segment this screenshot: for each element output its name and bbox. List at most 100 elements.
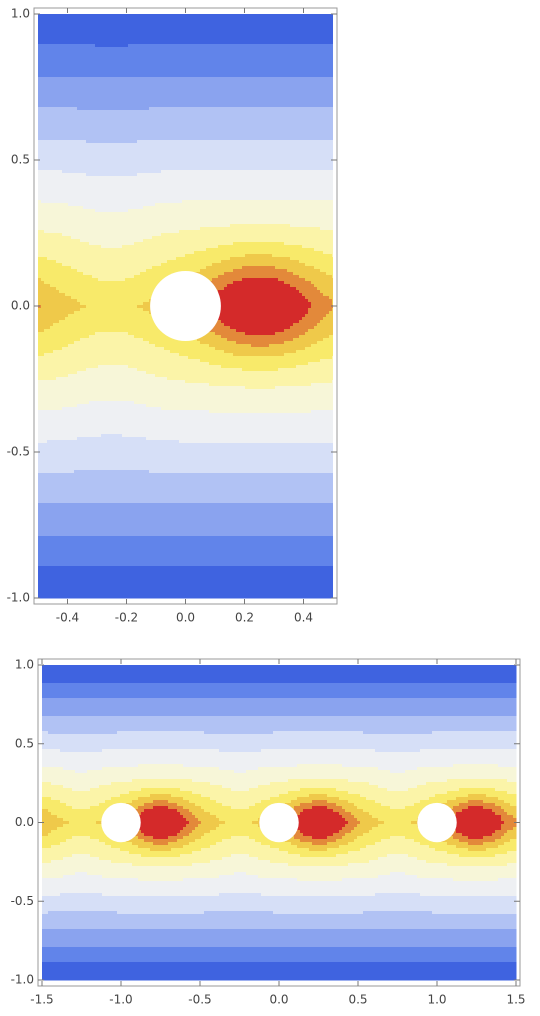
contour-band (38, 14, 333, 18)
contour-band (299, 275, 333, 279)
contour-band (42, 764, 139, 768)
contour-band (42, 689, 517, 693)
contour-band (38, 563, 333, 567)
contour-band (224, 323, 294, 327)
contour-band (111, 860, 211, 864)
contour-band (42, 761, 517, 765)
contour-band (38, 254, 186, 258)
contour-band (510, 839, 517, 843)
contour-band (38, 239, 81, 243)
contour-band (342, 827, 355, 831)
contour-band (323, 317, 333, 321)
contour-band (38, 557, 333, 561)
contour-band (38, 140, 87, 144)
contour-band (354, 839, 382, 843)
contour-band (417, 785, 517, 789)
contour-band (38, 20, 333, 24)
contour-band (86, 173, 138, 177)
contour-band (42, 815, 58, 819)
contour-band (38, 26, 333, 30)
contour-band (38, 257, 48, 261)
contour-band (212, 311, 309, 315)
contour-band (210, 845, 271, 849)
contour-band (369, 782, 427, 786)
contour-band (38, 110, 333, 114)
contour-band (216, 800, 262, 804)
contour-band (111, 845, 139, 849)
contour-band (42, 863, 133, 867)
contour-band (77, 107, 150, 111)
contour-band (219, 767, 259, 771)
contour-band (63, 857, 100, 861)
contour-band (138, 797, 184, 801)
contour-band (38, 482, 333, 486)
contour-band (42, 779, 133, 783)
contour-band (246, 872, 391, 876)
contour-band (300, 839, 337, 843)
contour-band (38, 398, 333, 402)
contour-band (62, 170, 162, 174)
contour-band (305, 314, 327, 318)
contour-band (414, 839, 442, 843)
contour-band (305, 332, 333, 336)
contour-band (38, 62, 333, 66)
contour-band (38, 452, 333, 456)
contour-band (38, 287, 57, 291)
contour-band (390, 836, 406, 840)
contour-band (219, 875, 259, 879)
contour-band (74, 470, 150, 474)
contour-band (200, 269, 234, 273)
contour-band (57, 815, 106, 819)
contour-band (38, 458, 333, 462)
contour-band (204, 833, 274, 837)
contour-band (42, 857, 64, 861)
contour-band (192, 791, 289, 795)
contour-band (38, 209, 96, 213)
contour-band (141, 788, 181, 792)
contour-band (194, 251, 324, 255)
contour-band (126, 803, 145, 807)
contour-band (38, 464, 333, 468)
contour-band (348, 842, 376, 846)
contour-band (42, 776, 517, 780)
contour-band (38, 578, 333, 582)
contour-band (38, 53, 333, 57)
contour-band (42, 911, 49, 915)
contour-band (38, 545, 333, 549)
contour-band (122, 434, 333, 438)
contour-band (206, 248, 315, 252)
contour-band (38, 308, 81, 312)
contour-band (38, 455, 333, 459)
contour-band (38, 116, 333, 120)
x-tick-label: -0.2 (115, 611, 138, 625)
contour-band (357, 824, 379, 828)
contour-band (42, 875, 64, 879)
contour-band (435, 848, 469, 852)
contour-band (92, 275, 135, 279)
contour-band (414, 803, 442, 807)
contour-band (221, 335, 300, 339)
contour-band (435, 794, 469, 798)
x-tick-label: 0.0 (176, 611, 195, 625)
contour-band (38, 302, 81, 306)
contour-band (183, 878, 298, 882)
contour-band (299, 260, 333, 264)
contour-band (117, 731, 205, 735)
contour-band (189, 809, 205, 813)
contour-band (42, 722, 517, 726)
contour-band (132, 821, 190, 825)
contour-band (44, 230, 180, 234)
contour-band (246, 770, 391, 774)
contour-band (294, 824, 346, 828)
contour-band (38, 449, 333, 453)
contour-band (227, 338, 294, 342)
contour-band (38, 380, 186, 384)
contour-band (456, 830, 496, 834)
hole (417, 802, 457, 843)
contour-band (38, 407, 63, 411)
contour-band (38, 395, 333, 399)
contour-band (177, 833, 190, 837)
contour-band (120, 794, 151, 798)
contour-band (360, 794, 436, 798)
contour-band (179, 440, 333, 444)
